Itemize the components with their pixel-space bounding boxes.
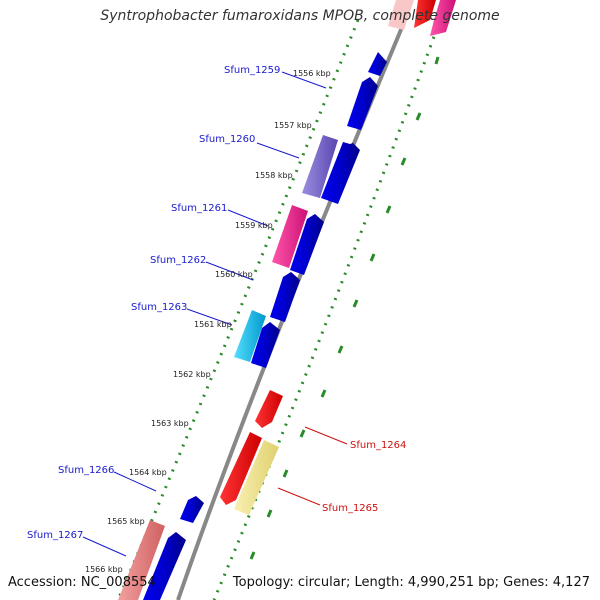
genome-title: Syntrophobacter fumaroxidans MPOB, compl…	[100, 8, 500, 24]
gene-top-pale	[388, 0, 414, 30]
gene-sfum-1260-purple	[302, 135, 338, 198]
kbp-label: 1557 kbp	[274, 121, 312, 130]
gene-label-sfum-1259[interactable]: Sfum_1259	[224, 65, 280, 76]
accession-info: Accession: NC_008554	[8, 575, 156, 590]
kbp-label: 1560 kbp	[215, 270, 253, 279]
kbp-label: 1564 kbp	[129, 468, 167, 477]
outer-major-ticks	[249, 56, 440, 560]
accession-value: NC_008554	[80, 575, 156, 590]
gene-label-sfum-1263[interactable]: Sfum_1263	[131, 302, 187, 313]
topology-info: Topology: circular; Length: 4,990,251 bp…	[232, 575, 590, 590]
gene-sfum-1263	[251, 322, 280, 368]
gene-sfum-1259-b	[347, 77, 378, 130]
gene-label-sfum-1266[interactable]: Sfum_1266	[58, 465, 114, 476]
gene-labels: Sfum_1259 Sfum_1260 Sfum_1261 Sfum_1262 …	[27, 65, 406, 541]
kbp-label: 1561 kbp	[194, 320, 232, 329]
kbp-label: 1556 kbp	[293, 69, 331, 78]
gene-sfum-1261	[290, 214, 324, 275]
kbp-labels: 1556 kbp 1557 kbp 1558 kbp 1559 kbp 1560…	[85, 69, 331, 574]
gene-label-sfum-1267[interactable]: Sfum_1267	[27, 530, 83, 541]
gene-sfum-1259-a	[368, 52, 387, 76]
accession-label: Accession:	[8, 575, 77, 590]
gene-sfum-1262	[270, 272, 300, 322]
gene-sfum-1261-pink	[272, 205, 308, 268]
kbp-label: 1563 kbp	[151, 419, 189, 428]
kbp-label: 1565 kbp	[107, 517, 145, 526]
gene-top-pink	[430, 0, 456, 36]
gene-sfum-1263-cyan	[234, 310, 266, 362]
gene-label-sfum-1260[interactable]: Sfum_1260	[199, 134, 255, 145]
gene-label-sfum-1262[interactable]: Sfum_1262	[150, 255, 206, 266]
leader-lines	[82, 71, 348, 557]
kbp-label: 1562 kbp	[173, 370, 211, 379]
gene-sfum-1266	[180, 496, 204, 523]
gene-top-red	[414, 0, 436, 28]
gene-sfum-1267-salmon	[118, 520, 165, 600]
gene-label-sfum-1264[interactable]: Sfum_1264	[350, 440, 406, 451]
gene-sfum-1265	[234, 440, 279, 515]
gene-sfum-1264-b	[220, 432, 262, 505]
gene-label-sfum-1265[interactable]: Sfum_1265	[322, 503, 378, 514]
outer-tick-track	[212, 19, 442, 600]
kbp-label: 1558 kbp	[255, 171, 293, 180]
kbp-label: 1566 kbp	[85, 565, 123, 574]
gene-sfum-1264-a	[255, 390, 283, 428]
gene-label-sfum-1261[interactable]: Sfum_1261	[171, 203, 227, 214]
kbp-label: 1559 kbp	[235, 221, 273, 230]
gene-sfum-1260	[321, 142, 360, 204]
gene-sfum-1267	[143, 532, 186, 600]
